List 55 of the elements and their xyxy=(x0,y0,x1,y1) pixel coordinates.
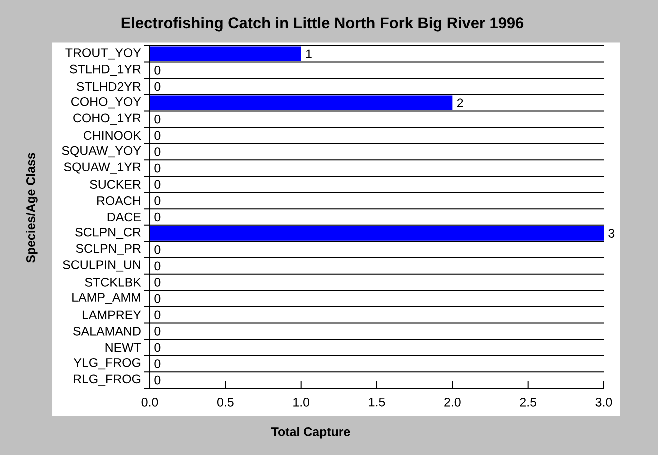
x-tick-label: 0.0 xyxy=(142,398,158,407)
data-label: 0 xyxy=(154,66,161,75)
x-tick-label: 1.5 xyxy=(369,398,386,407)
data-label: 2 xyxy=(457,98,464,108)
data-label: 3 xyxy=(608,229,615,238)
data-label: 0 xyxy=(154,262,161,271)
data-label: 0 xyxy=(154,327,161,336)
x-tick-label: 2.5 xyxy=(520,398,536,407)
y-tick-label: SCULPIN_UN xyxy=(63,260,140,272)
bar xyxy=(150,96,453,110)
y-tick-label: YLG_FROG xyxy=(74,358,141,370)
y-tick-label: NEWT xyxy=(106,343,142,352)
bar xyxy=(150,226,604,241)
y-tick-label: COHO_1YR xyxy=(74,114,141,125)
data-label: 0 xyxy=(154,212,161,222)
x-axis-title: Total Capture xyxy=(271,427,350,439)
y-tick-label: COHO_YOY xyxy=(72,97,142,109)
y-tick-label: SUCKER xyxy=(90,180,141,190)
y-tick-label: RLG_FROG xyxy=(74,374,141,386)
y-tick-label: SQUAW_1YR xyxy=(64,162,141,174)
y-axis-title: Species/Age Class xyxy=(26,153,38,264)
y-tick-label: SCLPN_CR xyxy=(76,228,141,240)
y-tick-label: SQUAW_YOY xyxy=(62,146,142,158)
y-tick-label: STCKLBK xyxy=(85,278,142,287)
y-tick-label: LAMPREY xyxy=(82,310,142,320)
x-tick-label: 2.0 xyxy=(444,398,461,407)
y-tick-label: DACE xyxy=(108,212,141,222)
y-tick-label: SALAMAND xyxy=(74,327,141,336)
chart-title: Electrofishing Catch in Little North Fork Big River 1996 xyxy=(122,17,524,32)
data-label: 0 xyxy=(154,196,161,206)
y-tick-label: TROUT_YOY xyxy=(66,48,142,60)
y-tick-label: SCLPN_PR xyxy=(76,244,141,256)
y-tick-label: STLHD2YR xyxy=(77,82,141,92)
y-tick-label: CHINOOK xyxy=(84,131,142,140)
data-label: 0 xyxy=(154,294,161,304)
data-label: 0 xyxy=(154,148,161,156)
x-tick-label: 0.5 xyxy=(218,398,234,407)
x-tick-label: 1.0 xyxy=(294,398,310,407)
data-label: 0 xyxy=(154,343,161,352)
data-label: 0 xyxy=(154,376,161,385)
x-tick-label: 3.0 xyxy=(596,398,612,407)
data-label: 0 xyxy=(154,82,161,92)
data-label: 0 xyxy=(154,164,161,173)
y-tick-label: ROACH xyxy=(98,196,140,206)
data-label: 0 xyxy=(154,131,161,140)
data-label: 0 xyxy=(154,360,161,368)
y-tick-label: LAMP_AMM xyxy=(72,293,140,304)
data-label: 1 xyxy=(306,50,312,58)
data-label: 0 xyxy=(154,278,161,287)
data-label: 0 xyxy=(154,114,161,124)
y-tick-label: STLHD_1YR xyxy=(70,64,141,76)
bar xyxy=(150,46,302,62)
data-label: 0 xyxy=(154,310,161,320)
data-label: 0 xyxy=(154,245,161,254)
data-label: 0 xyxy=(154,180,161,190)
